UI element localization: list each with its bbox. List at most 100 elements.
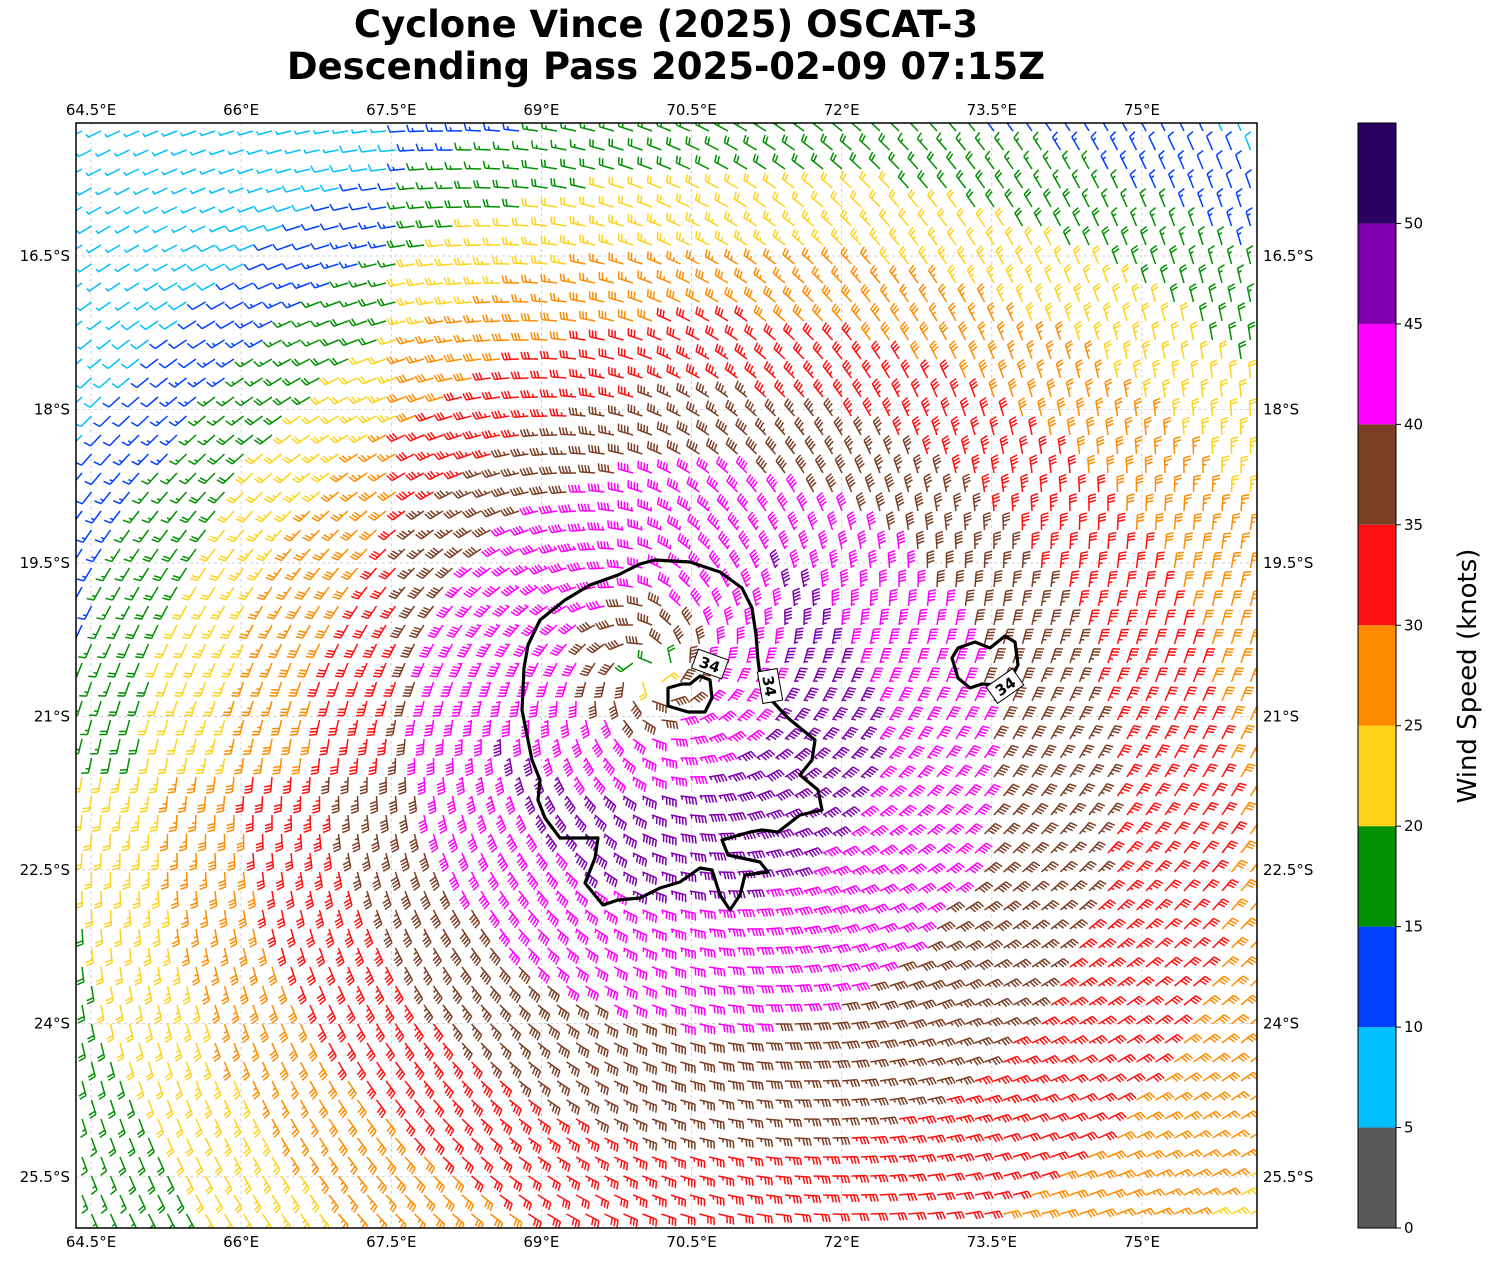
wind-barb [928, 123, 938, 132]
wind-barb [945, 150, 957, 170]
wind-barb [348, 203, 368, 211]
wind-barb [608, 176, 624, 189]
colorbar-bin [1358, 625, 1396, 726]
wind-barb [946, 188, 957, 208]
wind-barb [377, 144, 396, 153]
wind-barb [405, 124, 425, 133]
wind-barb [151, 187, 168, 195]
wind-barb [868, 189, 881, 208]
wind-barb [76, 225, 92, 235]
wind-barb [425, 162, 444, 171]
wind-barb [170, 149, 187, 157]
wind-barb [521, 159, 539, 170]
colorbar: 0 5 10 15 20 25 30 35 40 45 50 [1357, 122, 1423, 1237]
wind-barb [151, 225, 168, 234]
wind-barb [463, 199, 482, 208]
wind-barb [217, 130, 235, 137]
colorbar-bin [1358, 1027, 1396, 1128]
colorbar-label: Wind Speed (knots) [1453, 549, 1483, 804]
wind-barb [482, 199, 501, 208]
wind-barb [1071, 169, 1081, 189]
lon-tick-label-bottom: 66°E [223, 1233, 259, 1251]
wind-barb [1225, 169, 1233, 189]
wind-barb [917, 207, 929, 227]
colorbar-tick-label: 25 [1404, 717, 1423, 735]
wind-barb [1004, 188, 1014, 208]
wind-barb [472, 180, 491, 189]
wind-barb [133, 225, 149, 234]
wind-barb [839, 171, 853, 189]
colorbar-tick-label: 40 [1404, 415, 1423, 433]
wind-barb [772, 191, 786, 208]
wind-barb [170, 187, 187, 195]
wind-barb [76, 149, 92, 158]
wind-barb [791, 152, 805, 170]
wind-barb [916, 132, 929, 151]
wind-barb [1100, 188, 1109, 208]
lon-tick-label-bottom: 64.5°E [66, 1233, 116, 1251]
wind-barb [300, 185, 320, 193]
wind-barb [1186, 131, 1195, 151]
wind-barb [236, 130, 254, 136]
wind-barb [936, 207, 948, 227]
wind-barb [199, 130, 216, 137]
wind-barb [889, 123, 900, 132]
wind-barb [511, 179, 529, 189]
wind-barb [272, 205, 292, 213]
wind-barb [123, 206, 140, 215]
wind-barb [859, 208, 872, 227]
wind-barb [743, 172, 757, 189]
wind-barb [1052, 169, 1062, 189]
wind-barb [189, 187, 206, 195]
wind-barb [405, 201, 425, 210]
wind-barb [253, 205, 273, 213]
wind-barb [1033, 169, 1043, 189]
wind-barb [530, 178, 548, 189]
wind-barb [85, 168, 102, 177]
wind-barb [1235, 150, 1243, 170]
wind-barb [208, 149, 225, 156]
wind-barb [820, 209, 834, 227]
wind-barb [274, 130, 292, 136]
wind-barb [444, 161, 463, 170]
map-title-line2: Descending Pass 2025-02-09 07:15Z [286, 45, 1046, 88]
wind-barb [123, 168, 140, 177]
wind-barb [849, 189, 862, 208]
wind-barb [113, 187, 130, 196]
wind-barb [1025, 123, 1033, 132]
wind-barb [752, 191, 767, 208]
lon-tick-label-bottom: 72°E [824, 1233, 860, 1251]
wind-barb [888, 189, 900, 208]
wind-barb [453, 219, 472, 228]
colorbar-tick-label: 35 [1404, 516, 1423, 534]
wind-barb [791, 190, 805, 208]
lon-tick-label-top: 66°E [223, 101, 259, 119]
wind-barb [161, 130, 178, 138]
wind-barb [965, 150, 976, 170]
wind-barb [180, 130, 197, 137]
wind-barb [637, 123, 653, 132]
wind-barb [733, 154, 748, 170]
wind-barb [237, 206, 254, 213]
wind-barb [560, 123, 577, 132]
lat-tick-label-right: 16.5°S [1263, 247, 1313, 265]
wind-barb [338, 145, 358, 154]
wind-barb [820, 133, 833, 151]
wind-barb [1140, 123, 1147, 132]
wind-barb [878, 132, 891, 151]
lon-tick-label-bottom: 69°E [523, 1233, 559, 1251]
wind-barb [199, 168, 216, 176]
wind-barb [627, 175, 643, 189]
wind-barb [1090, 131, 1100, 151]
wind-barb [310, 165, 330, 173]
wind-barb [781, 209, 795, 227]
wind-barb [1139, 188, 1147, 208]
lon-tick-label-top: 73.5°E [967, 101, 1017, 119]
wind-barb [1110, 169, 1119, 189]
wind-barb [473, 141, 491, 151]
wind-barb [936, 169, 948, 189]
wind-barb [1064, 123, 1071, 132]
wind-barb [675, 155, 691, 170]
wind-barb [589, 176, 605, 189]
